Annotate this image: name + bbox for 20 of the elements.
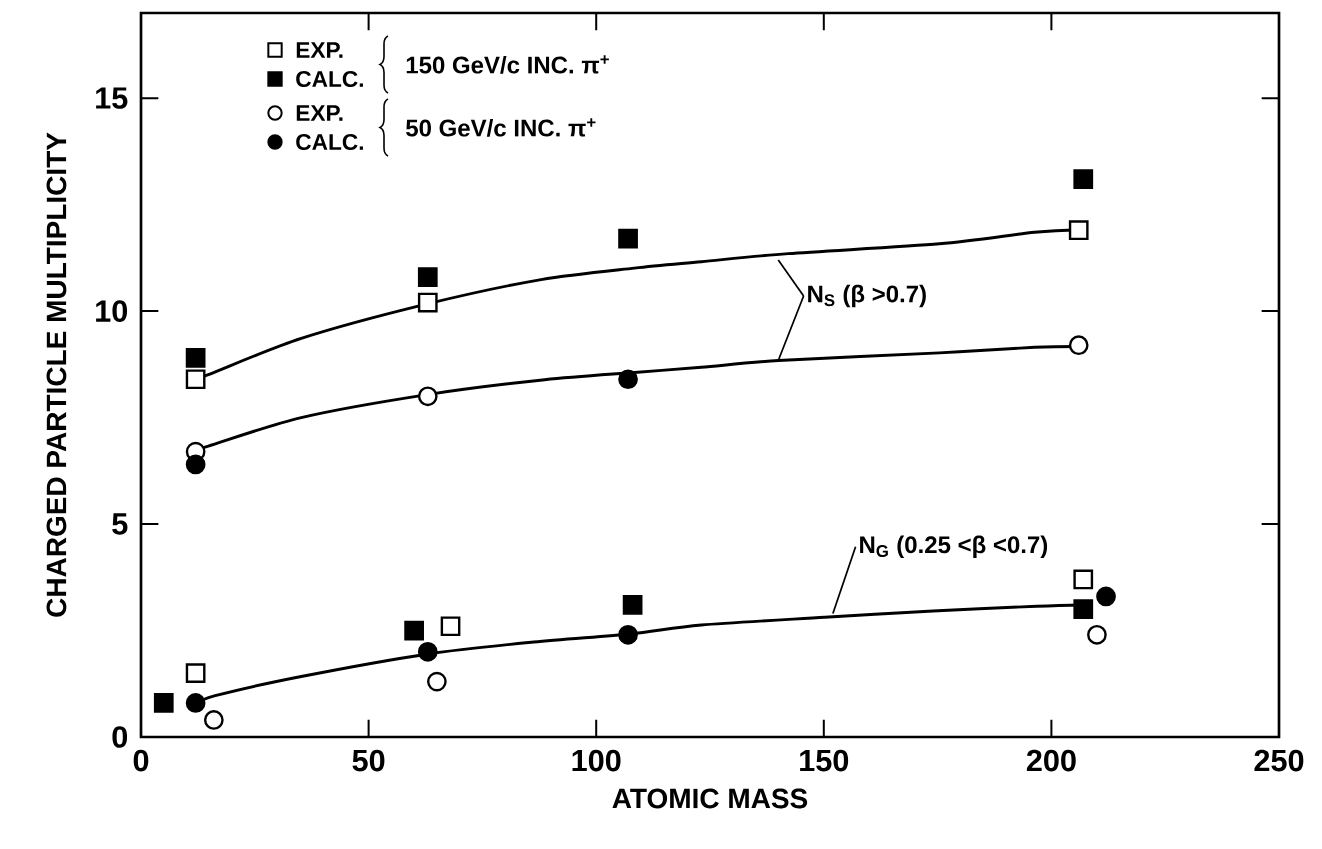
y-tick-label: 0 <box>112 726 128 748</box>
y-tick-label: 15 <box>96 87 128 109</box>
x-tick-label: 150 <box>800 749 849 772</box>
legend-label: EXP. <box>296 42 343 58</box>
y-tick-label: 10 <box>96 300 128 322</box>
x-axis-title: ATOMIC MASS <box>612 788 808 809</box>
legend-label: CALC. <box>296 70 363 88</box>
x-tick-label: 250 <box>1254 749 1304 772</box>
x-tick-label: 0 <box>133 749 149 772</box>
annotation: N$_{S}$ (β >0.7) <box>808 284 926 308</box>
x-tick-label: 100 <box>572 749 621 772</box>
annotation: N$_{G}$ (0.25 <β <0.7) <box>860 535 1048 558</box>
y-axis-title: CHARGED PARTICLE MULTIPLICITY <box>46 132 67 617</box>
y-tick-label: 5 <box>112 513 128 535</box>
annotation: 150 GeV/c INC. π$^{+}$ <box>406 55 609 74</box>
annotation: 50 GeV/c INC. π$^{+}$ <box>406 118 596 137</box>
x-tick-label: 50 <box>352 749 385 772</box>
x-tick-label: 200 <box>1026 749 1076 772</box>
legend-label: CALC. <box>296 133 363 151</box>
legend-label: EXP. <box>296 105 343 121</box>
